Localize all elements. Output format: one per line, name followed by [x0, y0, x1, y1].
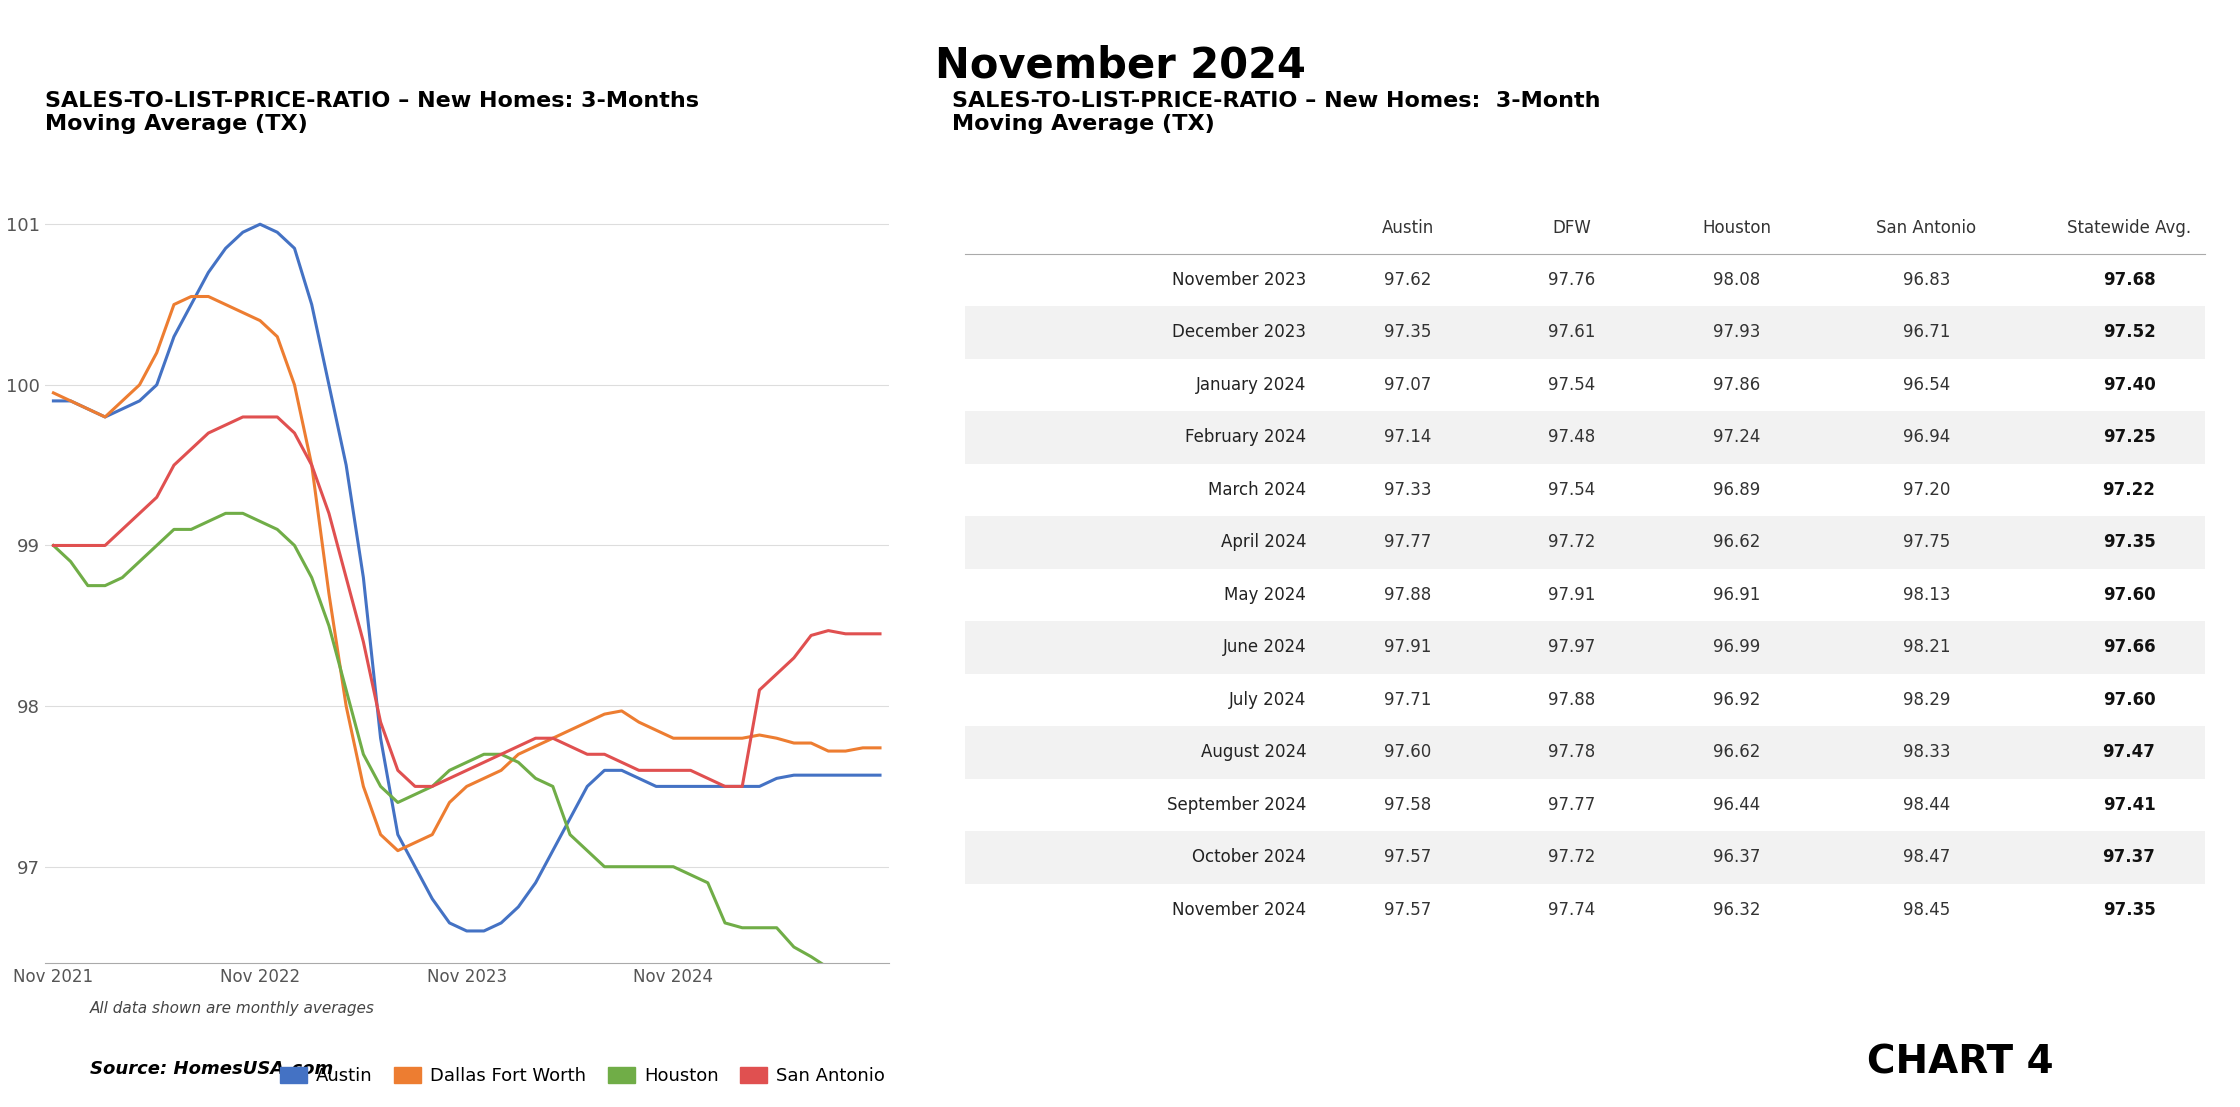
FancyBboxPatch shape [965, 307, 2204, 359]
Text: 97.60: 97.60 [2103, 691, 2155, 708]
Text: 97.35: 97.35 [2103, 534, 2155, 551]
Text: 97.52: 97.52 [2103, 323, 2155, 341]
Text: 97.91: 97.91 [1548, 586, 1595, 604]
Text: 97.40: 97.40 [2103, 376, 2155, 394]
Text: 97.97: 97.97 [1548, 639, 1595, 656]
Text: 97.14: 97.14 [1384, 428, 1431, 446]
Text: 97.60: 97.60 [1384, 744, 1431, 762]
Text: Source: HomesUSA.com: Source: HomesUSA.com [90, 1059, 334, 1078]
FancyBboxPatch shape [965, 831, 2204, 883]
Text: 97.72: 97.72 [1548, 534, 1595, 551]
Text: 96.54: 96.54 [1902, 376, 1951, 394]
Text: 97.88: 97.88 [1384, 586, 1431, 604]
Text: 97.20: 97.20 [1902, 480, 1951, 499]
Text: Austin: Austin [1382, 218, 1434, 237]
Text: 96.62: 96.62 [1714, 744, 1761, 762]
Text: November 2024: November 2024 [934, 44, 1306, 86]
Text: July 2024: July 2024 [1230, 691, 1306, 708]
FancyBboxPatch shape [965, 621, 2204, 674]
Text: April 2024: April 2024 [1221, 534, 1306, 551]
Text: 98.44: 98.44 [1902, 796, 1951, 814]
Text: SALES-TO-LIST-PRICE-RATIO – New Homes:  3-Month
Moving Average (TX): SALES-TO-LIST-PRICE-RATIO – New Homes: 3… [952, 91, 1599, 134]
Text: 97.72: 97.72 [1548, 848, 1595, 867]
Text: 97.54: 97.54 [1548, 376, 1595, 394]
Text: 98.21: 98.21 [1902, 639, 1951, 656]
Text: 97.57: 97.57 [1384, 848, 1431, 867]
Text: 96.62: 96.62 [1714, 534, 1761, 551]
Text: 97.22: 97.22 [2103, 480, 2155, 499]
Text: 97.33: 97.33 [1384, 480, 1431, 499]
Text: 97.58: 97.58 [1384, 796, 1431, 814]
Text: 97.07: 97.07 [1384, 376, 1431, 394]
Text: DFW: DFW [1552, 218, 1593, 237]
Text: 98.47: 98.47 [1902, 848, 1951, 867]
Text: 97.93: 97.93 [1714, 323, 1761, 341]
Text: 97.68: 97.68 [2103, 271, 2155, 289]
Text: 96.94: 96.94 [1902, 428, 1951, 446]
Text: All data shown are monthly averages: All data shown are monthly averages [90, 1001, 374, 1016]
Text: 98.45: 98.45 [1902, 901, 1951, 919]
Text: 96.83: 96.83 [1902, 271, 1951, 289]
Text: February 2024: February 2024 [1185, 428, 1306, 446]
Text: June 2024: June 2024 [1223, 639, 1306, 656]
Legend: Austin, Dallas Fort Worth, Houston, San Antonio: Austin, Dallas Fort Worth, Houston, San … [273, 1059, 892, 1093]
Text: May 2024: May 2024 [1225, 586, 1306, 604]
Text: 98.13: 98.13 [1902, 586, 1951, 604]
Text: December 2023: December 2023 [1172, 323, 1306, 341]
Text: 96.92: 96.92 [1714, 691, 1761, 708]
Text: SALES-TO-LIST-PRICE-RATIO – New Homes: 3-Months
Moving Average (TX): SALES-TO-LIST-PRICE-RATIO – New Homes: 3… [45, 91, 699, 134]
Text: 97.54: 97.54 [1548, 480, 1595, 499]
Text: 97.78: 97.78 [1548, 744, 1595, 762]
Text: 97.75: 97.75 [1902, 534, 1951, 551]
Text: 97.47: 97.47 [2103, 744, 2155, 762]
Text: 98.29: 98.29 [1902, 691, 1951, 708]
Text: 98.08: 98.08 [1714, 271, 1761, 289]
FancyBboxPatch shape [965, 411, 2204, 464]
Text: 97.76: 97.76 [1548, 271, 1595, 289]
Text: 96.91: 96.91 [1714, 586, 1761, 604]
Text: 97.35: 97.35 [1384, 323, 1431, 341]
Text: 98.33: 98.33 [1902, 744, 1951, 762]
Text: 96.89: 96.89 [1714, 480, 1761, 499]
Text: 96.44: 96.44 [1714, 796, 1761, 814]
Text: 97.71: 97.71 [1384, 691, 1431, 708]
Text: 97.86: 97.86 [1714, 376, 1761, 394]
Text: March 2024: March 2024 [1207, 480, 1306, 499]
Text: 97.77: 97.77 [1548, 796, 1595, 814]
Text: 97.41: 97.41 [2103, 796, 2155, 814]
Text: August 2024: August 2024 [1201, 744, 1306, 762]
Text: Houston: Houston [1702, 218, 1772, 237]
Text: 96.71: 96.71 [1902, 323, 1951, 341]
Text: 97.62: 97.62 [1384, 271, 1431, 289]
Text: 97.91: 97.91 [1384, 639, 1431, 656]
FancyBboxPatch shape [965, 726, 2204, 778]
Text: 97.74: 97.74 [1548, 901, 1595, 919]
Text: San Antonio: San Antonio [1877, 218, 1976, 237]
Text: CHART 4: CHART 4 [1866, 1044, 2054, 1082]
Text: November 2023: November 2023 [1172, 271, 1306, 289]
Text: 97.37: 97.37 [2103, 848, 2155, 867]
Text: 97.48: 97.48 [1548, 428, 1595, 446]
Text: 97.35: 97.35 [2103, 901, 2155, 919]
Text: 97.25: 97.25 [2103, 428, 2155, 446]
Text: January 2024: January 2024 [1196, 376, 1306, 394]
Text: 97.24: 97.24 [1714, 428, 1761, 446]
Text: 96.32: 96.32 [1714, 901, 1761, 919]
Text: November 2024: November 2024 [1172, 901, 1306, 919]
Text: October 2024: October 2024 [1192, 848, 1306, 867]
FancyBboxPatch shape [965, 516, 2204, 569]
Text: 97.77: 97.77 [1384, 534, 1431, 551]
Text: 97.88: 97.88 [1548, 691, 1595, 708]
Text: 97.66: 97.66 [2103, 639, 2155, 656]
Text: Statewide Avg.: Statewide Avg. [2068, 218, 2191, 237]
Text: 97.60: 97.60 [2103, 586, 2155, 604]
Text: 97.61: 97.61 [1548, 323, 1595, 341]
Text: 96.37: 96.37 [1714, 848, 1761, 867]
Text: 96.99: 96.99 [1714, 639, 1761, 656]
Text: September 2024: September 2024 [1167, 796, 1306, 814]
Text: 97.57: 97.57 [1384, 901, 1431, 919]
